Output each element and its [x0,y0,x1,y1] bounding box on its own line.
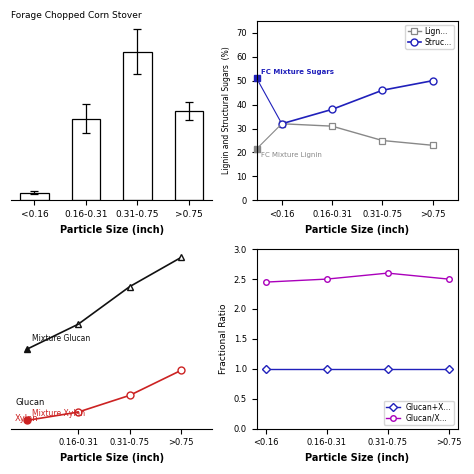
Text: Glucan: Glucan [15,398,45,407]
Glucan/X... [446,276,451,282]
Text: FC Mixture Lignin: FC Mixture Lignin [261,153,321,158]
Y-axis label: Lignin and Structural Sugars  (%): Lignin and Structural Sugars (%) [222,47,231,174]
Struc... [279,121,284,127]
Bar [20,193,48,201]
Glucan/X... [385,270,391,276]
X-axis label: Particle Size (inch): Particle Size (inch) [60,225,164,235]
X-axis label: Particle Size (inch): Particle Size (inch) [60,453,164,463]
Text: Xylan: Xylan [15,414,39,423]
Text: Forage Chopped Corn Stover: Forage Chopped Corn Stover [11,11,142,20]
Glucan+X... [385,366,391,372]
Glucan+X... [446,366,451,372]
Y-axis label: Fractional Ratio: Fractional Ratio [219,304,228,374]
Line: Glucan+X...: Glucan+X... [263,366,451,372]
Line: Struc...: Struc... [278,77,436,127]
X-axis label: Particle Size (inch): Particle Size (inch) [305,453,409,463]
Struc... [380,87,385,93]
X-axis label: Particle Size (inch): Particle Size (inch) [305,225,409,235]
Glucan/X... [324,276,329,282]
Bar [175,111,203,201]
Legend: Glucan+X..., Glucan/X...: Glucan+X..., Glucan/X... [384,401,454,425]
Text: Mixture Xylan: Mixture Xylan [32,409,85,418]
Struc... [329,107,335,112]
Lign... [329,123,335,129]
Glucan/X... [263,279,269,285]
Glucan+X... [324,366,329,372]
Bar [123,52,152,201]
Lign... [430,143,436,148]
Struc... [430,78,436,83]
Lign... [380,137,385,143]
Text: Mixture Glucan: Mixture Glucan [32,334,90,343]
Glucan+X... [263,366,269,372]
Legend: Lign..., Struc...: Lign..., Struc... [405,25,454,49]
Bar [72,118,100,201]
Text: FC Mixture Sugars: FC Mixture Sugars [261,69,334,75]
Line: Lign...: Lign... [279,121,436,148]
Lign... [279,121,284,127]
Line: Glucan/X...: Glucan/X... [263,270,451,285]
